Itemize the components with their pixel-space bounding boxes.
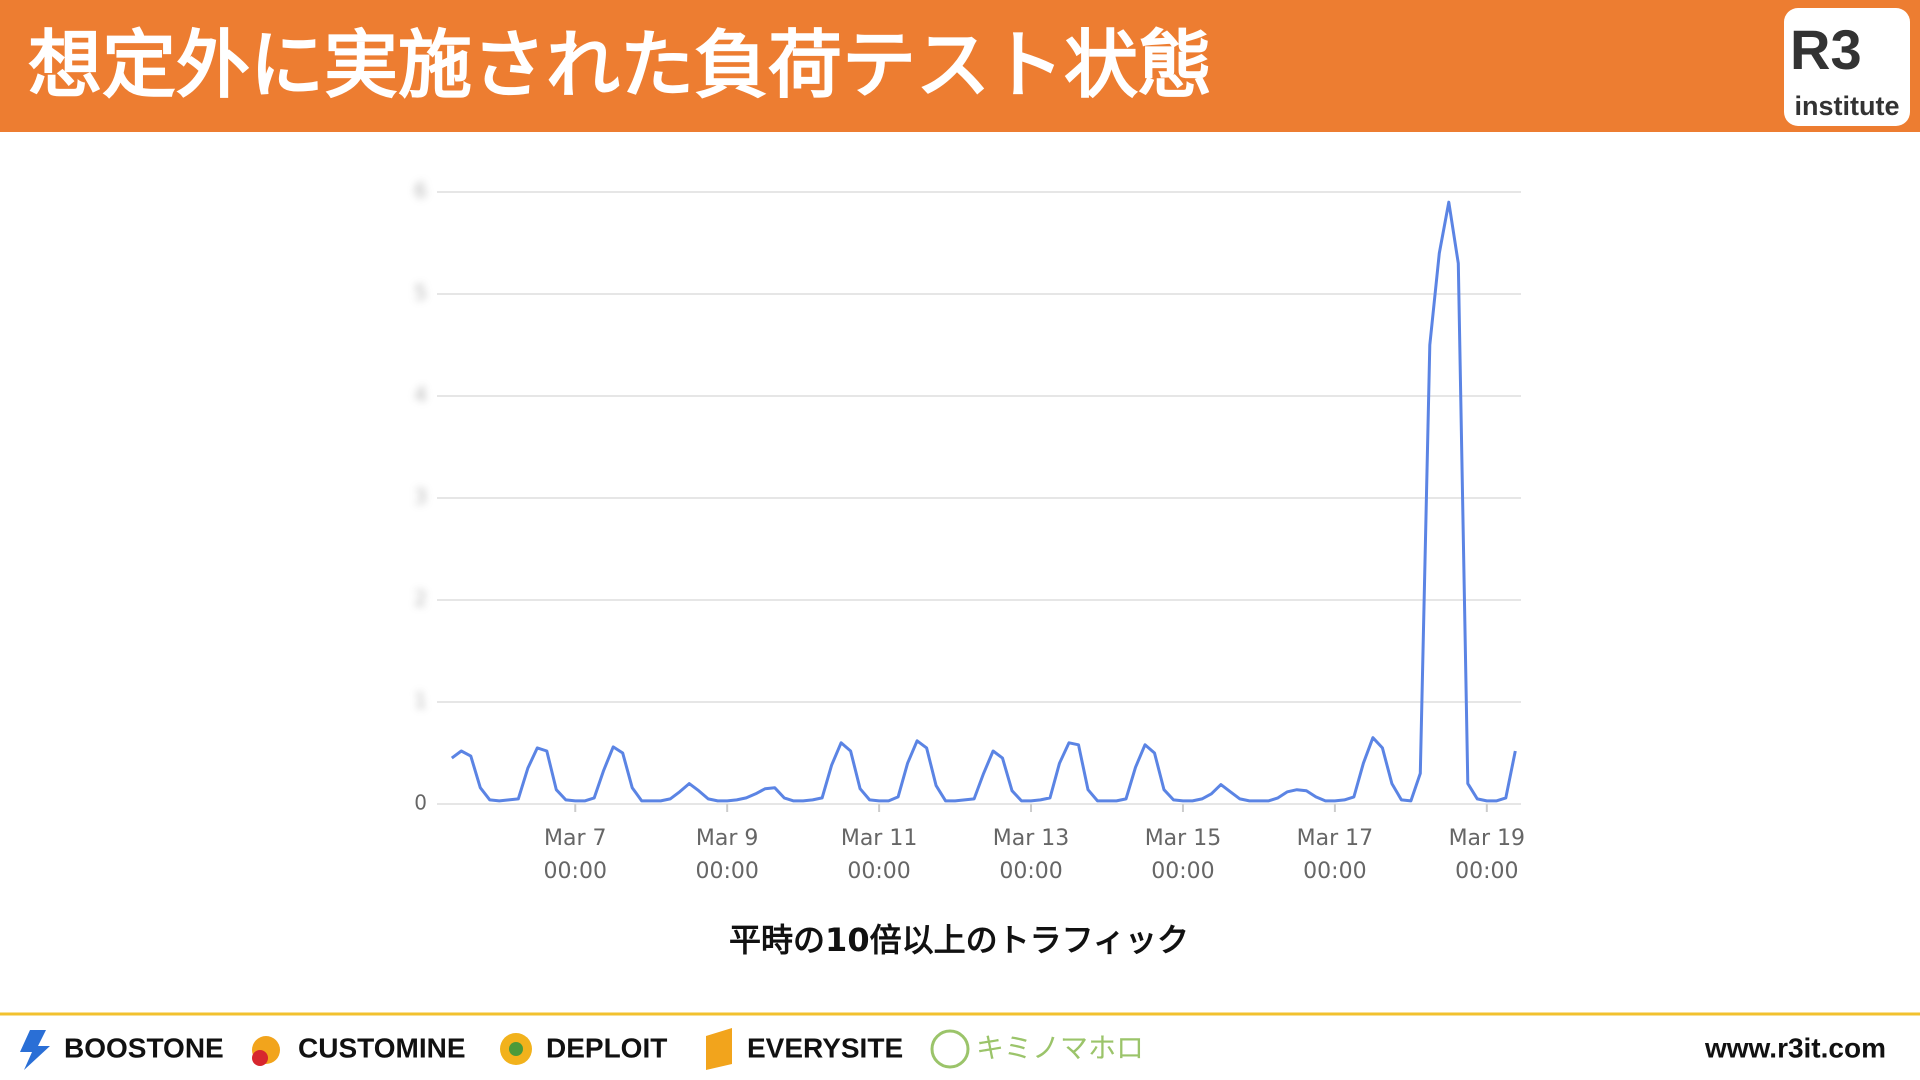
slide-title: 想定外に実施された負荷テスト状態 (28, 23, 1212, 109)
x-tick-label: Mar 19 00:00 (1448, 826, 1526, 884)
y-tick-label: 6 (414, 179, 427, 203)
y-tick-label: 3 (414, 485, 427, 509)
logo-mark: R3 (1790, 18, 1862, 81)
x-tick-label: Mar 15 00:00 (1144, 826, 1222, 884)
x-tick-label: Mar 11 00:00 (840, 826, 918, 884)
x-tick-label: Mar 9 00:00 (695, 826, 759, 884)
y-tick-label: 0 (414, 791, 427, 815)
deploit-icon-core (509, 1042, 523, 1056)
x-tick-label: Mar 7 00:00 (543, 826, 607, 884)
brand: BOOSTONE (64, 1032, 224, 1063)
logo-box (1784, 8, 1910, 126)
customine-icon-dot (252, 1050, 268, 1066)
everysite-icon (706, 1028, 732, 1070)
brand: DEPLOIT (546, 1032, 667, 1063)
header-bar (0, 0, 1920, 132)
logo-name: institute (1795, 91, 1900, 121)
footer-url: www.r3it.com (1704, 1032, 1886, 1063)
y-tick-label: 4 (414, 383, 427, 407)
caption: 平時の10倍以上のトラフィック (729, 921, 1189, 959)
boostone-icon (20, 1030, 50, 1070)
kiminomahoro-icon (930, 1029, 970, 1069)
brand: CUSTOMINE (298, 1032, 466, 1063)
x-tick-label: Mar 13 00:00 (992, 826, 1070, 884)
x-tick-label: Mar 17 00:00 (1296, 826, 1374, 884)
y-tick-label: 2 (414, 587, 427, 611)
brand: キミノマホロ (976, 1032, 1144, 1063)
y-tick-label: 1 (414, 689, 427, 713)
y-tick-label: 5 (414, 281, 427, 305)
brand: EVERYSITE (747, 1032, 903, 1063)
traffic-line (450, 200, 1517, 803)
